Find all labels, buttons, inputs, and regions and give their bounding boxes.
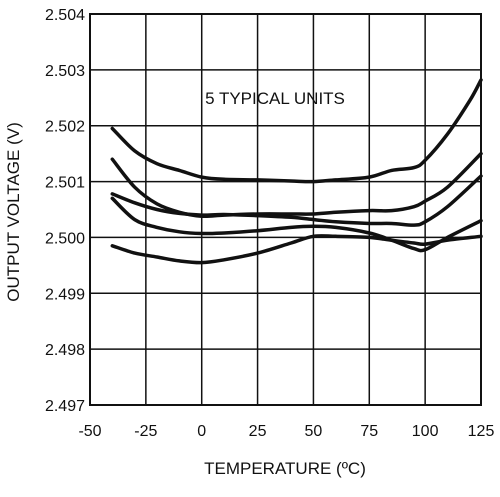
x-tick-label: 0 [197,423,206,440]
x-tick-label: 100 [412,423,439,440]
series-line-5 [110,234,483,265]
y-axis-title: OUTPUT VOLTAGE (V) [4,122,23,301]
plot-frame [89,13,482,406]
y-tick-label: 2.497 [45,398,85,415]
y-tick-label: 2.501 [45,175,85,192]
y-tick-label: 2.502 [45,119,85,136]
y-tick-label: 2.500 [45,230,85,247]
x-tick-label: -50 [78,423,101,440]
y-tick-label: 2.498 [45,342,85,359]
series-line-2 [110,151,483,219]
series-line-1 [110,78,483,184]
x-tick-label: 75 [360,423,378,440]
y-tick-labels: 2.497 2.498 2.499 2.500 2.501 2.502 2.503 2.504 [45,7,85,415]
x-tick-label: 125 [468,423,495,440]
annotation: 5 TYPICAL UNITS [205,89,345,108]
grid [89,13,482,406]
x-tick-label: 50 [305,423,323,440]
series-line-3 [110,174,483,227]
y-tick-label: 2.504 [45,7,85,24]
y-tick-label: 2.499 [45,286,85,303]
series-group [110,78,483,265]
x-tick-label: 25 [249,423,267,440]
y-tick-label: 2.503 [45,63,85,80]
x-axis-title: TEMPERATURE (ºC) [204,459,366,478]
x-tick-label: -25 [134,423,157,440]
x-tick-labels: -50 -25 0 25 50 75 100 125 [78,423,494,440]
series-line-4 [110,196,483,253]
